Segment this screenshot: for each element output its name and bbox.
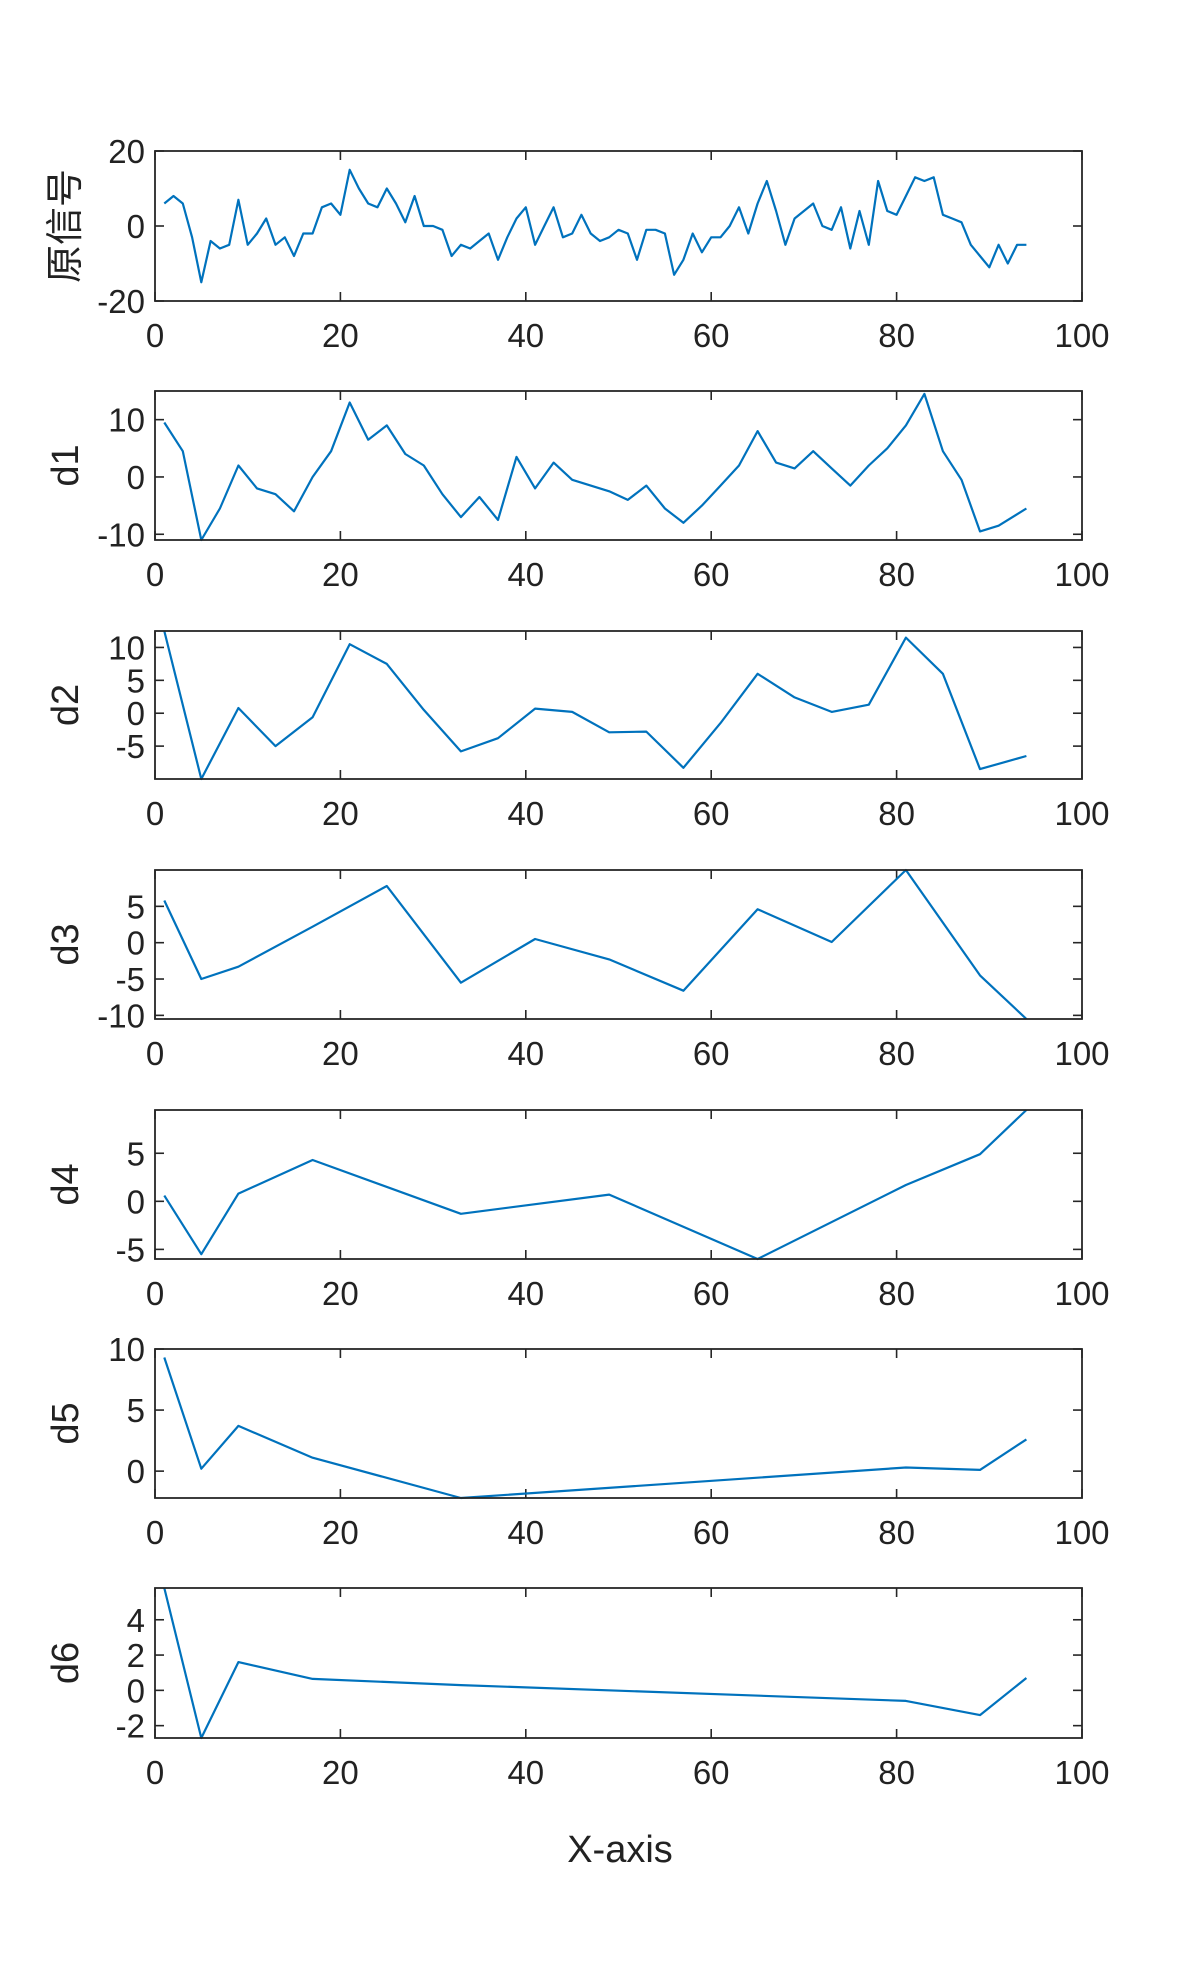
x-tick-label: 100 (1054, 556, 1109, 593)
x-tick-label: 20 (322, 1754, 359, 1791)
x-tick-label: 40 (507, 795, 544, 832)
y-tick-label: 0 (127, 208, 145, 245)
axes-box (154, 150, 1083, 302)
y-tick-label: 5 (127, 1135, 145, 1172)
x-tick-label: 80 (878, 1514, 915, 1551)
x-tick-label: 40 (507, 1514, 544, 1551)
x-tick-label: 100 (1054, 1514, 1109, 1551)
y-tick-label: 2 (127, 1637, 145, 1674)
series-line (163, 168, 1027, 284)
y-tick-label: 4 (127, 1602, 145, 1639)
y-tick-label: 0 (127, 1183, 145, 1220)
x-tick-label: 60 (693, 1754, 730, 1791)
y-tick-label: 5 (127, 662, 145, 699)
series-line (163, 868, 1028, 1020)
y-tick-label: -10 (97, 997, 145, 1034)
x-tick-label: 40 (507, 556, 544, 593)
y-tick-label: 5 (127, 1392, 145, 1429)
x-tick-label: 60 (693, 1035, 730, 1072)
y-tick-label: -20 (97, 283, 145, 320)
x-tick-label: 100 (1054, 317, 1109, 354)
y-tick-label: 20 (108, 133, 145, 170)
x-tick-label: 0 (146, 1275, 164, 1312)
y-tick-label: 10 (108, 1331, 145, 1368)
y-tick-label: -10 (97, 516, 145, 553)
series-line (163, 1109, 1028, 1261)
x-tick-label: 40 (507, 1275, 544, 1312)
x-tick-label: 100 (1054, 1754, 1109, 1791)
x-tick-label: 20 (322, 1514, 359, 1551)
axes-box (154, 1348, 1083, 1499)
y-axis-label: 原信号 (45, 169, 87, 283)
series-line (163, 1357, 1028, 1500)
x-tick-label: 80 (878, 795, 915, 832)
x-tick-label: 60 (693, 317, 730, 354)
y-tick-label: 0 (127, 925, 145, 962)
y-tick-label: -2 (116, 1708, 145, 1745)
y-axis-label: d5 (45, 1402, 87, 1444)
x-tick-label: 0 (146, 795, 164, 832)
x-tick-label: 20 (322, 556, 359, 593)
y-tick-label: 0 (127, 459, 145, 496)
y-axis-label: d2 (45, 684, 87, 726)
y-tick-label: -5 (116, 961, 145, 998)
x-tick-label: 100 (1054, 1035, 1109, 1072)
x-tick-label: 0 (146, 1035, 164, 1072)
y-tick-label: 0 (127, 695, 145, 732)
x-axis-label: X-axis (567, 1829, 673, 1871)
y-axis-label: d6 (45, 1642, 87, 1684)
x-tick-label: 80 (878, 317, 915, 354)
x-tick-label: 40 (507, 1035, 544, 1072)
x-tick-label: 20 (322, 1035, 359, 1072)
y-tick-label: -5 (116, 1231, 145, 1268)
axes-box (154, 869, 1083, 1020)
y-tick-label: 5 (127, 888, 145, 925)
x-tick-label: 80 (878, 556, 915, 593)
series-line (163, 1587, 1028, 1740)
x-tick-label: 0 (146, 1514, 164, 1551)
x-tick-label: 40 (507, 317, 544, 354)
x-tick-label: 60 (693, 1275, 730, 1312)
y-tick-label: -5 (116, 728, 145, 765)
x-tick-label: 0 (146, 556, 164, 593)
axes-box (154, 390, 1083, 541)
x-tick-label: 80 (878, 1754, 915, 1791)
x-tick-label: 60 (693, 1514, 730, 1551)
x-tick-label: 0 (146, 317, 164, 354)
axes-box (154, 1587, 1083, 1739)
y-tick-label: 0 (127, 1672, 145, 1709)
x-tick-label: 20 (322, 795, 359, 832)
x-tick-label: 60 (693, 556, 730, 593)
x-tick-label: 100 (1054, 795, 1109, 832)
x-tick-label: 60 (693, 795, 730, 832)
series-line (163, 630, 1027, 781)
x-tick-label: 80 (878, 1275, 915, 1312)
x-tick-label: 100 (1054, 1275, 1109, 1312)
y-axis-label: d3 (45, 923, 87, 965)
y-axis-label: d4 (45, 1163, 87, 1205)
x-tick-label: 80 (878, 1035, 915, 1072)
x-tick-label: 40 (507, 1754, 544, 1791)
axes-box (154, 630, 1083, 780)
y-axis-label: d1 (45, 444, 87, 486)
y-tick-label: 10 (108, 629, 145, 666)
series-line (163, 392, 1027, 542)
x-tick-label: 20 (322, 1275, 359, 1312)
x-tick-label: 20 (322, 317, 359, 354)
y-tick-label: 0 (127, 1453, 145, 1490)
y-tick-label: 10 (108, 402, 145, 439)
subplot-6: 0 20 40 60 80 100 0 5 10 d5 (45, 1331, 1110, 1551)
axes-box (154, 1109, 1083, 1260)
x-tick-label: 0 (146, 1754, 164, 1791)
